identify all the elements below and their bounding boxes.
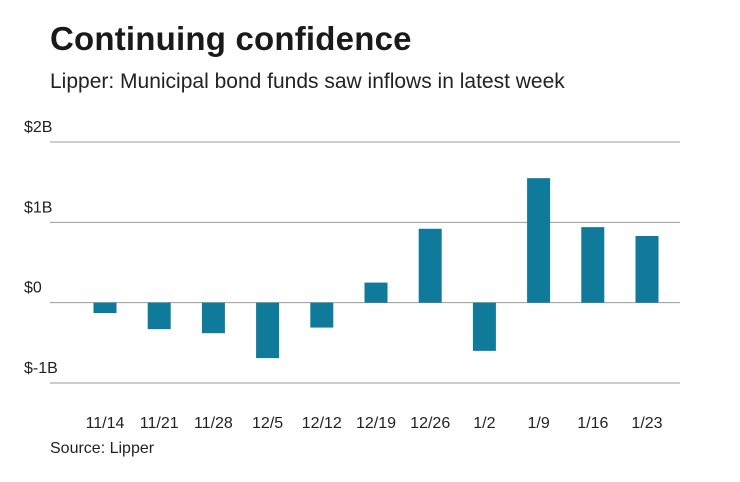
x-tick-label: 12/5 <box>252 415 283 432</box>
y-tick-label: $2B <box>24 119 52 136</box>
bar <box>310 302 334 328</box>
bar <box>418 228 442 303</box>
x-tick-label: 12/26 <box>410 415 450 432</box>
bar <box>581 227 605 303</box>
bars <box>93 178 659 359</box>
y-tick-labels: $2B $1B $0 $-1B <box>24 119 58 377</box>
x-tick-label: 12/19 <box>356 415 396 432</box>
x-tick-label: 1/9 <box>527 415 549 432</box>
x-tick-labels: 11/14 11/21 11/28 12/5 12/12 12/19 12/26 1/2 1/9… <box>86 415 663 432</box>
bar <box>527 178 551 303</box>
bar <box>635 235 659 303</box>
bar <box>93 302 117 314</box>
x-tick-label: 11/14 <box>86 415 125 432</box>
y-tick-label: $1B <box>24 199 52 216</box>
x-tick-label: 1/16 <box>577 415 608 432</box>
bar <box>147 302 171 330</box>
x-tick-label: 1/2 <box>473 415 495 432</box>
chart-subtitle: Lipper: Municipal bond funds saw inflows… <box>50 70 565 93</box>
x-tick-label: 11/21 <box>140 415 179 432</box>
y-tick-label: $-1B <box>24 360 58 377</box>
x-tick-label: 12/12 <box>302 415 342 432</box>
bar <box>472 302 496 351</box>
bar <box>201 302 225 334</box>
source-note: Source: Lipper <box>50 440 155 457</box>
x-tick-label: 11/28 <box>194 415 233 432</box>
bar <box>256 302 280 359</box>
chart-title: Continuing confidence <box>50 20 412 57</box>
bar <box>364 282 388 303</box>
y-tick-label: $0 <box>24 280 42 297</box>
x-tick-label: 1/23 <box>631 415 662 432</box>
